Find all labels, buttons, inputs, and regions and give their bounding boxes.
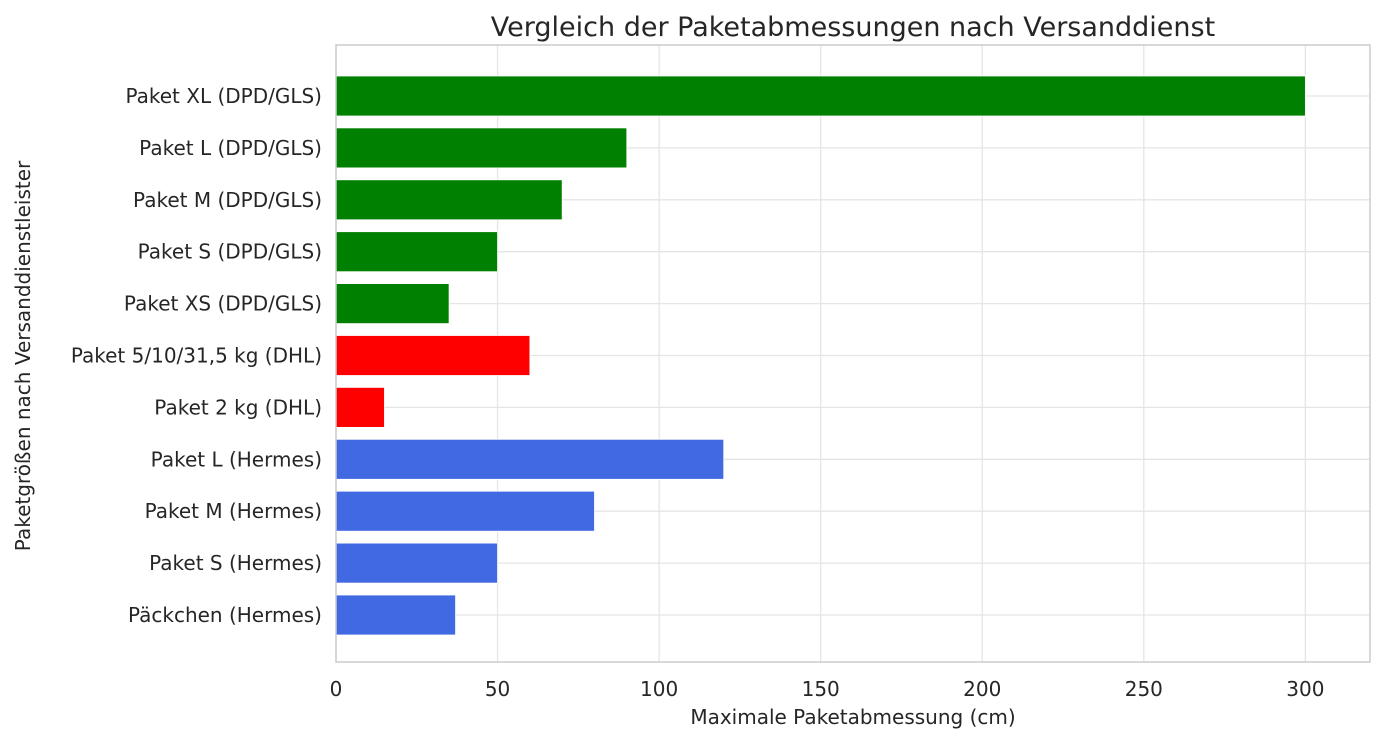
bar [335, 127, 628, 169]
bar [335, 75, 1306, 117]
bars [335, 75, 1306, 636]
y-tick-label: Paket XS (DPD/GLS) [124, 292, 322, 316]
y-tick-label: Paket 5/10/31,5 kg (DHL) [71, 344, 322, 368]
bar [335, 179, 563, 221]
y-tick-label: Paket XL (DPD/GLS) [125, 84, 322, 108]
bar [335, 386, 385, 428]
y-tick-label: Paket M (Hermes) [145, 499, 322, 523]
x-tick-label: 50 [485, 677, 510, 701]
bar [335, 283, 450, 325]
y-tick-labels: Paket XL (DPD/GLS) Paket L (DPD/GLS) Paket… [71, 84, 322, 627]
x-tick-label: 0 [330, 677, 343, 701]
bar [335, 542, 498, 584]
bar [335, 438, 725, 480]
y-tick-label: Paket S (DPD/GLS) [138, 240, 322, 264]
bar [335, 490, 595, 532]
y-tick-label: Paket L (DPD/GLS) [139, 136, 322, 160]
x-tick-labels: 0 50 100 150 200 250 300 [330, 677, 1325, 701]
bar [335, 231, 498, 273]
x-tick-label: 200 [963, 677, 1001, 701]
x-tick-label: 150 [802, 677, 840, 701]
x-tick-label: 300 [1286, 677, 1324, 701]
y-tick-label: Paket 2 kg (DHL) [154, 395, 322, 419]
bar [335, 594, 456, 636]
grid-lines [335, 45, 1370, 662]
y-tick-label: Paket L (Hermes) [151, 447, 322, 471]
x-tick-label: 250 [1125, 677, 1163, 701]
y-tick-label: Paket S (Hermes) [149, 551, 322, 575]
y-tick-label: Paket M (DPD/GLS) [133, 188, 322, 212]
chart-title: Vergleich der Paketabmessungen nach Vers… [491, 12, 1215, 43]
y-tick-label: Päckchen (Hermes) [128, 603, 322, 627]
x-tick-label: 100 [640, 677, 678, 701]
plot-frame [335, 44, 1371, 663]
x-axis-label: Maximale Paketabmessung (cm) [690, 705, 1015, 729]
y-axis-label: Paketgrößen nach Versanddienstleister [11, 160, 35, 551]
bar [335, 335, 531, 376]
